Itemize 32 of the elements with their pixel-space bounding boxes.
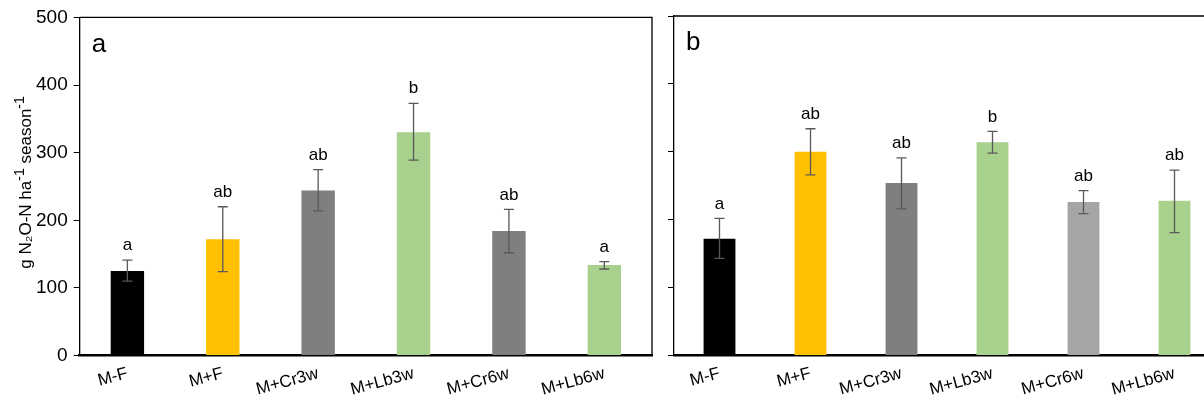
annotation: ab <box>1165 145 1184 165</box>
annotation: a <box>91 27 107 58</box>
y-tick-label: 0 <box>57 343 68 365</box>
x-tick-label: M+Lb6w <box>1109 363 1178 399</box>
x-tick-label: M-F <box>95 363 130 390</box>
y-tick-label: 300 <box>36 140 68 162</box>
x-tick-label: M+Cr6w <box>1019 363 1087 399</box>
y-tick-label: 100 <box>36 276 68 298</box>
x-tick-label: M+F <box>186 363 226 391</box>
x-tick-label: M+Cr3w <box>837 363 905 399</box>
annotation: a <box>599 236 610 256</box>
x-tick-label: M-F <box>687 363 722 390</box>
annotation: b <box>408 78 419 98</box>
annotation: ab <box>499 184 519 204</box>
y-tick-label: 500 <box>36 5 68 27</box>
annotation: ab <box>213 181 233 201</box>
annotation: ab <box>801 103 820 123</box>
x-tick-label: M+Cr3w <box>253 363 322 399</box>
annotation: a <box>122 235 133 255</box>
annotation: b <box>686 26 701 57</box>
x-tick-label: M+Lb3w <box>348 363 417 399</box>
annotation: a <box>714 193 725 213</box>
x-tick-label: M+Cr6w <box>444 363 512 399</box>
y-tick-label: 200 <box>36 208 68 230</box>
annotation: ab <box>308 144 328 164</box>
annotation: ab <box>892 133 911 153</box>
y-tick-label: 400 <box>36 73 68 95</box>
x-tick-label: M+Lb3w <box>927 363 996 399</box>
annotation: ab <box>1074 165 1093 185</box>
x-tick-label: M+Lb6w <box>539 363 608 399</box>
x-tick-label: M+F <box>774 363 813 391</box>
annotation: b <box>987 106 998 126</box>
